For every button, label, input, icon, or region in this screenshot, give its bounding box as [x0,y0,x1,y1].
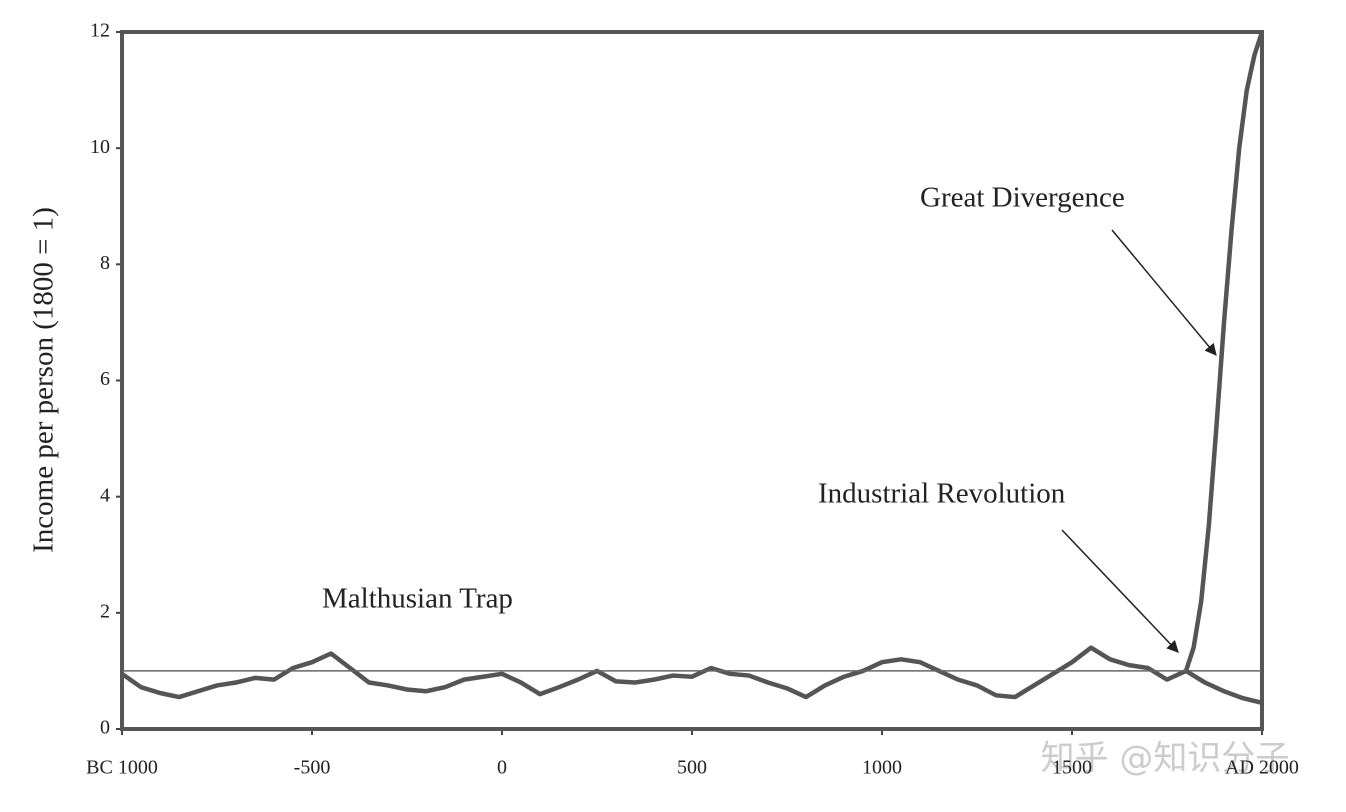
line [1184,668,1263,706]
x-tick-label: 1500 [1052,757,1092,779]
annotation: Industrial Revolution [818,478,1066,510]
y-tick-label: 10 [90,136,110,158]
y-tick-label: 6 [100,368,110,390]
x-tick-label: 500 [677,757,707,779]
arrow [1111,229,1217,356]
plot-frame [120,30,1264,731]
y-tick-label: 2 [100,600,110,622]
annotation: Great Divergence [920,182,1125,214]
y-tick-label: 8 [100,252,110,274]
annotation: Malthusian Trap [322,583,513,615]
line [120,31,1265,700]
x-tick-label: 0 [497,757,507,779]
y-tick-label: 4 [100,484,110,506]
y-tick-label: 0 [100,717,110,739]
x-tick-label: -500 [294,757,331,779]
watermark: 知乎 @知识分子 [1041,739,1290,779]
y-tick-label: 12 [90,20,110,42]
y-axis-label: Income per person (1800 = 1) [28,207,60,553]
x-tick-label: AD 2000 [1225,757,1299,779]
x-tick-label: 1000 [862,757,902,779]
x-tick-label: BC 1000 [86,757,158,779]
arrow [1061,529,1179,653]
